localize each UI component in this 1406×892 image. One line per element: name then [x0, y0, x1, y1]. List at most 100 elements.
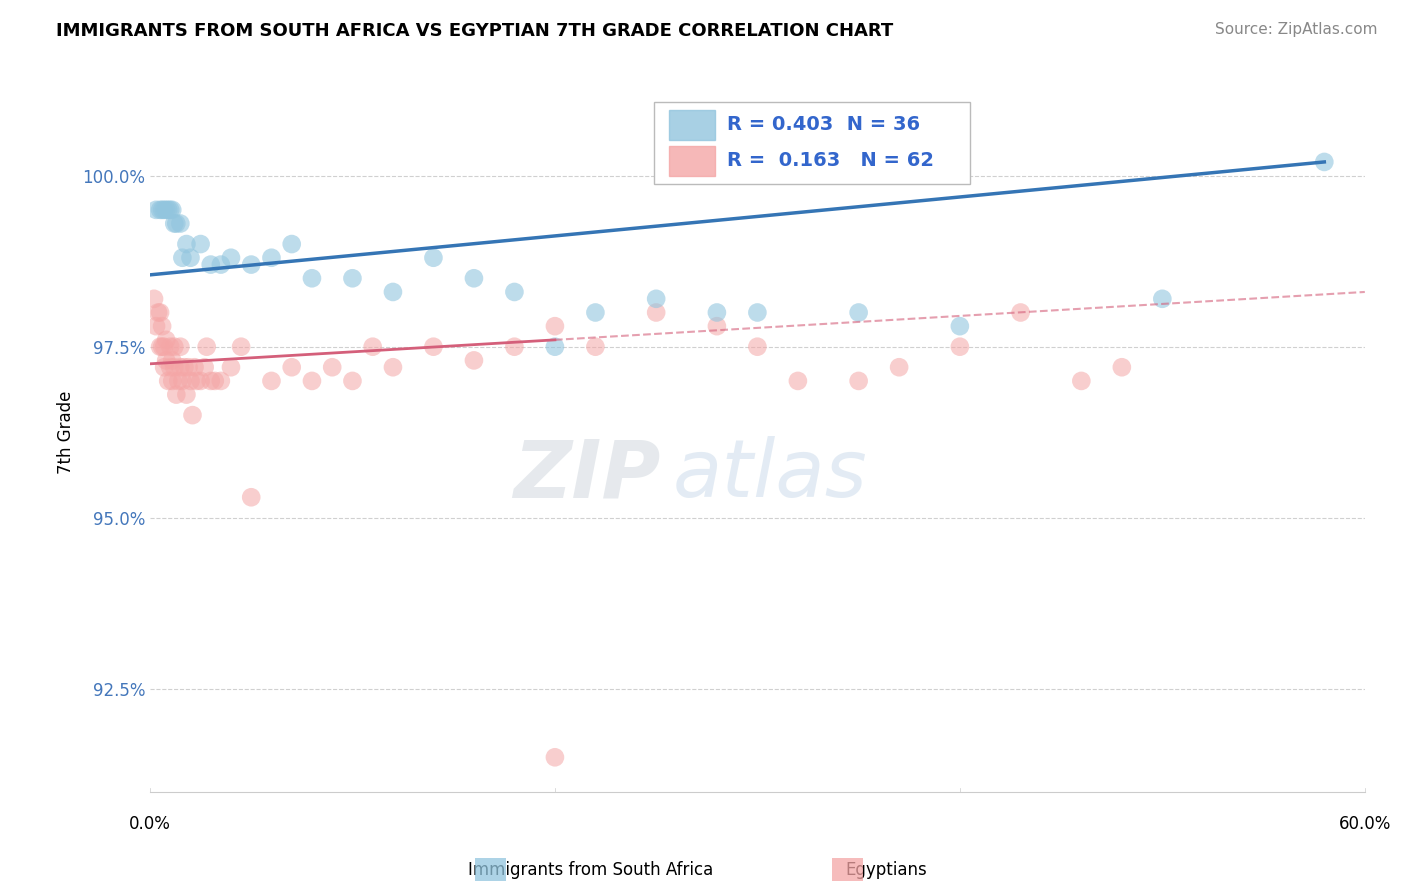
Point: [280, 360, 302, 375]
Point: [194, 360, 217, 375]
Point: [747, 340, 769, 354]
Y-axis label: 7th Grade: 7th Grade: [58, 391, 75, 474]
Point: [177, 360, 200, 375]
Point: [301, 374, 323, 388]
Point: [240, 258, 263, 272]
Point: [1111, 360, 1133, 375]
Point: [163, 340, 186, 354]
Point: [195, 340, 218, 354]
Text: 60.0%: 60.0%: [1339, 815, 1391, 833]
Point: [887, 360, 910, 375]
Bar: [669, 145, 714, 176]
Point: [155, 353, 177, 368]
Point: [153, 340, 176, 354]
Point: [163, 360, 186, 375]
Point: [260, 374, 283, 388]
Point: [949, 340, 972, 354]
Text: R = 0.403  N = 36: R = 0.403 N = 36: [727, 115, 920, 134]
Point: [186, 374, 208, 388]
Point: [145, 202, 167, 217]
Point: [361, 340, 384, 354]
Point: [190, 237, 212, 252]
Point: [169, 340, 191, 354]
Point: [706, 319, 728, 334]
Point: [190, 374, 212, 388]
Point: [200, 258, 222, 272]
Point: [342, 374, 364, 388]
Point: [183, 360, 205, 375]
Point: [153, 202, 176, 217]
Point: [159, 360, 181, 375]
Point: [169, 217, 191, 231]
Point: [145, 319, 167, 334]
Point: [204, 374, 226, 388]
Point: [165, 217, 187, 231]
Bar: [669, 110, 714, 140]
Point: [544, 750, 567, 764]
Point: [169, 360, 191, 375]
Point: [645, 292, 668, 306]
Point: [149, 305, 172, 319]
Point: [463, 271, 485, 285]
Point: [422, 251, 444, 265]
Text: Immigrants from South Africa: Immigrants from South Africa: [468, 861, 713, 879]
Point: [1010, 305, 1032, 319]
Point: [381, 360, 404, 375]
Point: [422, 340, 444, 354]
Point: [209, 258, 232, 272]
Point: [848, 374, 870, 388]
Text: R =  0.163   N = 62: R = 0.163 N = 62: [727, 151, 934, 170]
Point: [155, 333, 177, 347]
Point: [240, 490, 263, 504]
Point: [583, 305, 606, 319]
Point: [280, 237, 302, 252]
Point: [544, 319, 567, 334]
Text: Egyptians: Egyptians: [845, 861, 927, 879]
Point: [159, 340, 181, 354]
Point: [219, 251, 242, 265]
Point: [179, 251, 201, 265]
Point: [209, 374, 232, 388]
Point: [150, 319, 173, 334]
Point: [146, 305, 169, 319]
Point: [173, 360, 195, 375]
Point: [162, 374, 184, 388]
Text: 0.0%: 0.0%: [129, 815, 172, 833]
Point: [583, 340, 606, 354]
Point: [176, 387, 198, 401]
Point: [179, 374, 201, 388]
Text: ZIP: ZIP: [513, 436, 661, 515]
Point: [1070, 374, 1092, 388]
Point: [150, 202, 173, 217]
Point: [149, 340, 172, 354]
Point: [503, 285, 526, 299]
Point: [544, 340, 567, 354]
Point: [143, 292, 166, 306]
FancyBboxPatch shape: [654, 102, 970, 185]
Text: atlas: atlas: [672, 436, 868, 515]
Point: [200, 374, 222, 388]
Point: [949, 319, 972, 334]
Point: [167, 374, 190, 388]
Point: [157, 202, 180, 217]
Point: [157, 374, 180, 388]
Text: Source: ZipAtlas.com: Source: ZipAtlas.com: [1215, 22, 1378, 37]
Point: [786, 374, 808, 388]
Point: [181, 408, 204, 422]
Point: [155, 202, 177, 217]
Point: [150, 340, 173, 354]
Point: [172, 251, 194, 265]
Point: [706, 305, 728, 319]
Point: [149, 202, 172, 217]
Point: [260, 251, 283, 265]
Point: [162, 353, 184, 368]
Point: [301, 271, 323, 285]
Point: [162, 202, 184, 217]
Point: [848, 305, 870, 319]
Point: [219, 360, 242, 375]
Point: [342, 271, 364, 285]
Point: [463, 353, 485, 368]
Point: [381, 285, 404, 299]
Point: [172, 374, 194, 388]
Point: [1313, 155, 1336, 169]
